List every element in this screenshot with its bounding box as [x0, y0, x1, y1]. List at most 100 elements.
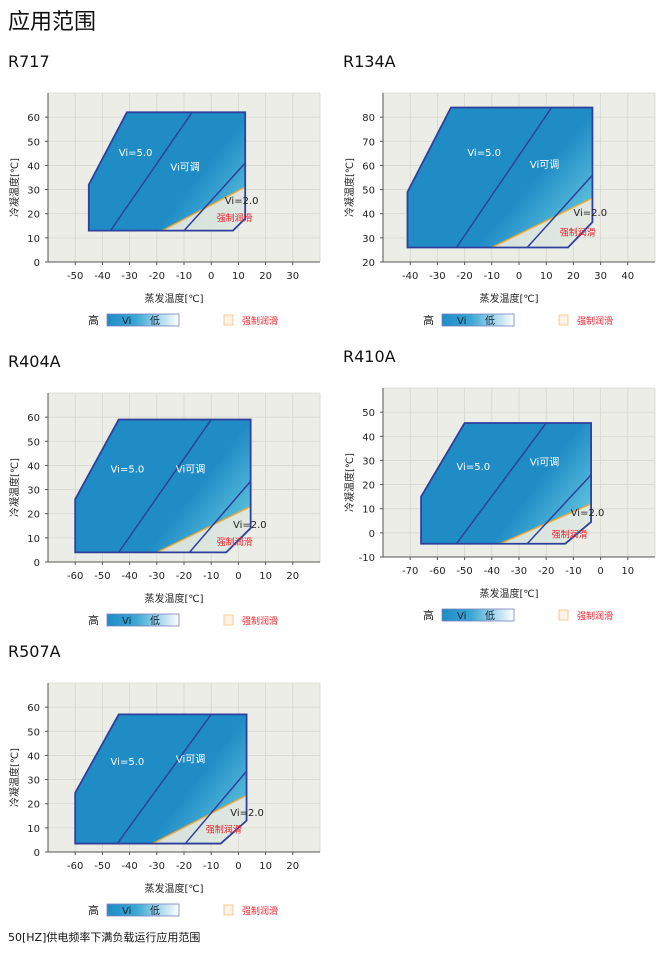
x-tick-label: -30 [429, 271, 445, 282]
legend-vi-gradient [106, 613, 180, 627]
region-label: Vi=5.0 [111, 465, 145, 476]
x-tick-label: 10 [259, 571, 272, 582]
chart-panel-r717: R717 -50 -40 -30 -20 -10 0 10 20 30 0 10 20 30 40 50 60… [0, 50, 335, 340]
vi5-line [118, 419, 212, 553]
x-tick-label: 0 [516, 271, 522, 282]
x-tick-label: -10 [176, 271, 192, 282]
y-tick-label: 50 [362, 186, 375, 197]
region-label: Vi=2.0 [225, 196, 259, 207]
x-axis-label: 蒸发温度[℃] [144, 882, 203, 895]
x-tick-label: -30 [149, 861, 165, 872]
chart-panel-r410a: R410A -70 -60 -50 -40 -30 -20 -10 0 10 -10 0 10 20 30… [335, 345, 670, 635]
legend-vi: Vi [122, 906, 131, 917]
chart-panel-r507a: R507A -60 -50 -40 -30 -20 -10 0 10 20 0 10 20 30 40 50… [0, 640, 335, 930]
vi5-line [116, 713, 212, 844]
y-tick-label: 20 [27, 510, 40, 521]
y-tick-label: 20 [27, 210, 40, 221]
x-tick-label: 30 [286, 271, 299, 282]
vi5-line [455, 107, 553, 248]
legend-lube: 强制润滑 [577, 610, 613, 622]
y-tick-label: 40 [362, 432, 375, 443]
chart-svg: -60 -50 -40 -30 -20 -10 0 10 20 0 10 20 30 40 50 60 Vi=5… [8, 392, 321, 627]
y-tick-label: 20 [362, 258, 375, 269]
y-tick-label: 70 [362, 137, 375, 148]
x-tick-label: 40 [621, 271, 634, 282]
x-tick-label: -20 [176, 571, 192, 582]
region-label: Vi=5.0 [111, 757, 145, 768]
y-tick-label: 50 [27, 727, 40, 738]
x-tick-label: 20 [286, 571, 299, 582]
legend-lube-swatch [558, 314, 569, 326]
envelope-area [88, 112, 246, 231]
legend-vi: Vi [457, 316, 466, 327]
region-label: Vi=5.0 [456, 462, 490, 473]
y-tick-label: 10 [27, 234, 40, 245]
lube-line [491, 197, 593, 249]
legend-vi-gradient [441, 608, 515, 622]
region-label: Vi=5.0 [467, 148, 501, 159]
y-tick-label: 60 [27, 413, 40, 424]
y-axis-label: 冷凝温度[℃] [8, 748, 21, 807]
x-tick-label: 20 [567, 271, 580, 282]
x-tick-label: 10 [540, 271, 553, 282]
legend-lube-swatch [223, 614, 234, 626]
region-label: 强制润滑 [552, 529, 588, 541]
y-tick-label: 30 [27, 776, 40, 787]
x-tick-label: -50 [67, 271, 83, 282]
chart-title: R717 [8, 52, 50, 71]
region-label: 强制润滑 [217, 212, 253, 224]
legend-low: 低 [150, 614, 160, 627]
x-tick-label: 10 [232, 271, 245, 282]
envelope-area [75, 419, 251, 553]
lube-line [152, 794, 247, 845]
legend-lube: 强制润滑 [242, 905, 278, 917]
region-label: Vi=5.0 [119, 148, 153, 159]
x-tick-label: -20 [149, 271, 165, 282]
x-tick-label: 20 [286, 861, 299, 872]
legend-vi: Vi [122, 616, 131, 627]
x-tick-label: -40 [121, 861, 137, 872]
vi5-line [109, 111, 193, 232]
x-tick-label: -30 [511, 566, 527, 577]
x-axis-label: 蒸发温度[℃] [144, 592, 203, 605]
legend-high: 高 [88, 613, 99, 627]
legend-low: 低 [150, 904, 160, 917]
x-tick-label: -20 [176, 861, 192, 872]
legend-high: 高 [423, 608, 434, 622]
legend-vi: Vi [457, 611, 466, 622]
x-axis-label: 蒸发温度[℃] [144, 292, 203, 305]
y-tick-label: 40 [362, 210, 375, 221]
legend-lube-swatch [223, 904, 234, 916]
y-tick-label: 50 [27, 437, 40, 448]
x-tick-label: -10 [565, 566, 581, 577]
chart-panel-r134a: R134A -40 -30 -20 -10 0 10 20 30 40 20 30 40 50 60 70 8… [335, 50, 670, 340]
y-tick-label: 20 [362, 481, 375, 492]
vi2-line [526, 474, 592, 545]
y-axis-label: 冷凝温度[℃] [8, 458, 21, 517]
envelope-area [75, 714, 247, 844]
y-tick-label: 0 [34, 258, 40, 269]
x-tick-label: 0 [597, 566, 603, 577]
y-axis-label: 冷凝温度[℃] [343, 158, 356, 217]
chart-title: R404A [8, 352, 61, 371]
x-tick-label: -50 [94, 571, 110, 582]
y-tick-label: 60 [362, 161, 375, 172]
chart-svg: -40 -30 -20 -10 0 10 20 30 40 20 30 40 50 60 70 80 Vi=5.… [343, 92, 656, 327]
x-tick-label: -40 [94, 271, 110, 282]
region-label: Vi=2.0 [233, 520, 267, 531]
legend-high: 高 [423, 313, 434, 327]
y-axis-label: 冷凝温度[℃] [8, 158, 21, 217]
region-label: 强制润滑 [217, 536, 253, 548]
y-tick-label: 0 [369, 529, 375, 540]
region-label: Vi=2.0 [230, 808, 264, 819]
legend-low: 低 [150, 314, 160, 327]
region-label: 强制润滑 [560, 226, 596, 238]
x-tick-label: -60 [429, 566, 445, 577]
x-tick-label: -20 [456, 271, 472, 282]
x-tick-label: -20 [538, 566, 554, 577]
legend-lube: 强制润滑 [577, 315, 613, 327]
x-tick-label: -40 [121, 571, 137, 582]
legend-vi-gradient [441, 313, 515, 327]
x-tick-label: 10 [621, 566, 634, 577]
vi5-line [455, 422, 547, 545]
